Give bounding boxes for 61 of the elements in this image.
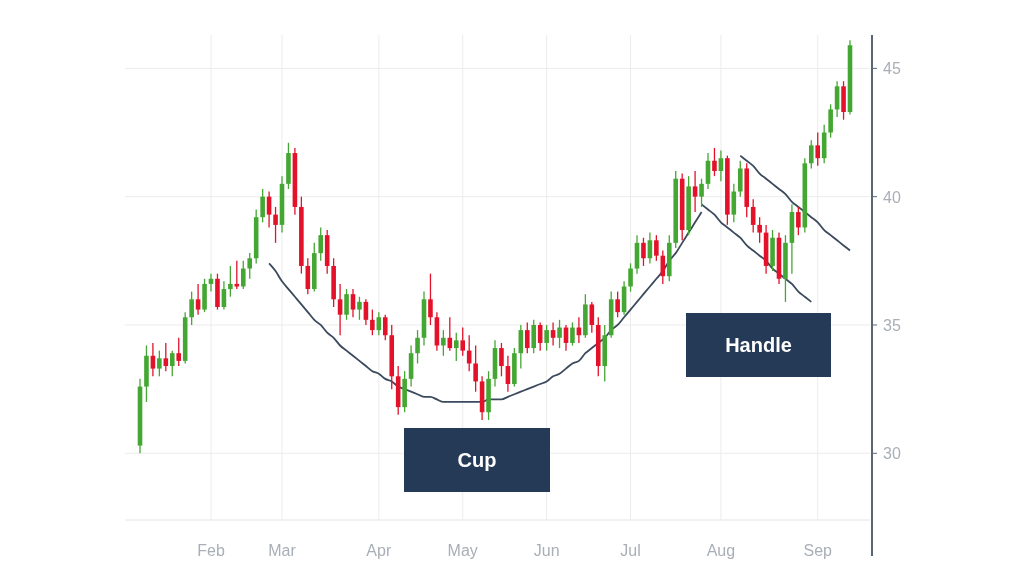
candlestick: [550, 321, 556, 347]
candlestick: [163, 342, 169, 372]
candlestick: [757, 216, 762, 244]
candlestick: [808, 139, 814, 170]
candlestick: [615, 290, 620, 318]
candlestick: [641, 237, 646, 267]
candlestick: [557, 319, 562, 349]
candlestick: [357, 296, 362, 321]
candlestick: [441, 329, 446, 357]
line-series: [700, 203, 813, 303]
y-tick-label: 35: [883, 316, 901, 334]
x-tick-label: Aug: [706, 542, 736, 559]
candlestick: [273, 206, 278, 244]
candlestick: [828, 103, 833, 139]
candlestick: [428, 273, 433, 326]
candlestick: [415, 329, 420, 365]
candlestick: [344, 288, 349, 321]
x-tick-label: Apr: [366, 542, 392, 559]
line-series: [739, 154, 851, 252]
candlestick: [699, 178, 704, 208]
candlestick: [189, 290, 194, 326]
y-tick-label: 40: [883, 188, 901, 206]
candlestick: [712, 147, 717, 177]
candlestick: [544, 324, 549, 352]
y-tick-label: 30: [883, 445, 901, 463]
candlestick: [382, 314, 388, 342]
candlestick: [737, 160, 743, 198]
x-tick-label: Mar: [268, 542, 297, 559]
candlestick: [654, 234, 659, 262]
candlestick: [460, 326, 466, 357]
x-tick-label: May: [447, 542, 478, 559]
candlestick: [228, 265, 233, 298]
candlestick: [570, 321, 575, 347]
candlestick: [350, 288, 356, 318]
candlestick: [318, 226, 324, 262]
candlestick: [499, 342, 504, 377]
candlestick: [176, 337, 182, 367]
candlestick: [240, 260, 246, 290]
x-tick-label: Jun: [533, 542, 560, 559]
x-tick-label: Sep: [803, 542, 833, 559]
candlestick: [473, 344, 478, 393]
candlestick: [370, 308, 375, 336]
candlestick: [157, 349, 162, 377]
annotation: Handle: [725, 334, 792, 356]
candlestick: [169, 349, 175, 377]
candlestick: [815, 131, 821, 167]
candlestick: [195, 283, 201, 316]
x-tick-label: Feb: [197, 542, 225, 559]
line-series: [268, 211, 703, 403]
x-tick-label: Jul: [620, 542, 641, 559]
candlestick: [453, 332, 459, 362]
candlestick: [524, 321, 530, 354]
candlestick: [796, 206, 801, 236]
y-tick-label: 45: [883, 60, 901, 78]
candlestick: [260, 188, 265, 223]
candlestick: [247, 252, 253, 280]
annotation: Cup: [457, 449, 497, 471]
candlestick: [531, 319, 537, 354]
candlestick: [337, 283, 343, 336]
candlestick: [628, 262, 633, 293]
candlestick: [692, 170, 698, 213]
